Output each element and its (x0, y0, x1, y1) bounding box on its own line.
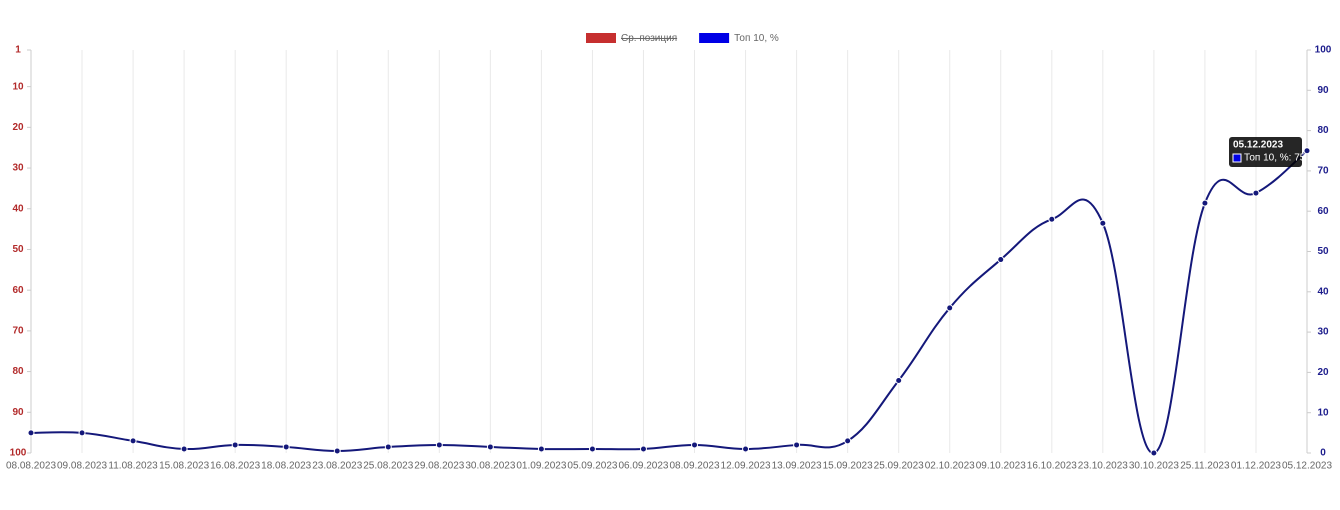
x-tick-label: 30.10.2023 (1129, 461, 1179, 472)
x-tick-label: 25.08.2023 (363, 461, 413, 472)
tooltip-box (1229, 137, 1302, 167)
x-tick-label: 11.08.2023 (108, 461, 158, 472)
x-tick-label: 15.09.2023 (823, 461, 873, 472)
series-line (30, 149, 1308, 454)
y2-tick-label: 90 (1317, 85, 1329, 96)
data-point[interactable] (895, 376, 903, 384)
x-tick-label: 25.11.2023 (1180, 461, 1230, 472)
data-point[interactable] (1252, 189, 1260, 197)
data-point[interactable] (129, 437, 137, 445)
legend-item[interactable]: Топ 10, % (699, 33, 779, 44)
x-tick-label: 02.10.2023 (925, 461, 975, 472)
data-point[interactable] (1048, 215, 1056, 223)
data-point[interactable] (588, 445, 596, 453)
x-tick-label: 09.08.2023 (57, 461, 107, 472)
x-tick-label: 08.09.2023 (669, 461, 719, 472)
x-tick-label: 08.08.2023 (6, 461, 56, 472)
y2-tick-label: 10 (1317, 407, 1329, 418)
legend-swatch (586, 33, 616, 43)
x-tick-label: 09.10.2023 (976, 461, 1026, 472)
x-tick-label: 16.10.2023 (1027, 461, 1077, 472)
data-point[interactable] (691, 441, 699, 449)
data-point[interactable] (1099, 219, 1107, 227)
y-tick-label: 20 (12, 122, 24, 133)
x-tick-label: 25.09.2023 (874, 461, 924, 472)
y-tick-label: 80 (12, 366, 24, 377)
x-tick-label: 23.08.2023 (312, 461, 362, 472)
y-tick-label: 100 (10, 448, 27, 459)
y2-tick-label: 70 (1317, 166, 1329, 177)
tooltip-value: 75 (1294, 153, 1306, 164)
y2-tick-label: 100 (1315, 45, 1332, 56)
data-point[interactable] (844, 437, 852, 445)
data-point[interactable] (282, 443, 290, 451)
data-point[interactable] (537, 445, 545, 453)
x-tick-label: 05.12.2023 (1282, 461, 1332, 472)
data-point[interactable] (1303, 147, 1311, 155)
y-tick-label: 1 (15, 45, 21, 56)
x-tick-label: 15.08.2023 (159, 461, 209, 472)
y2-tick-label: 50 (1317, 246, 1329, 257)
y2-tick-label: 60 (1317, 206, 1329, 217)
data-point[interactable] (742, 445, 750, 453)
x-tick-label: 18.08.2023 (261, 461, 311, 472)
data-point[interactable] (486, 443, 494, 451)
data-point[interactable] (1150, 449, 1158, 457)
x-tick-label: 29.08.2023 (414, 461, 464, 472)
y-tick-label: 60 (12, 285, 24, 296)
data-point[interactable] (793, 441, 801, 449)
tooltip-sep: : (1289, 153, 1295, 164)
data-point[interactable] (78, 429, 86, 437)
y2-tick-label: 40 (1317, 286, 1329, 297)
tooltip-title: 05.12.2023 (1233, 140, 1283, 151)
x-tick-label: 06.09.2023 (618, 461, 668, 472)
data-point[interactable] (639, 445, 647, 453)
y-tick-label: 90 (12, 407, 24, 418)
x-tick-label: 12.09.2023 (721, 461, 771, 472)
y2-tick-label: 20 (1317, 367, 1329, 378)
x-tick-label: 05.09.2023 (567, 461, 617, 472)
data-point[interactable] (231, 441, 239, 449)
data-point[interactable] (997, 256, 1005, 264)
tooltip-swatch (1232, 153, 1242, 163)
tooltip: 05.12.2023 Топ 10, %: 75 (1229, 137, 1306, 167)
y-tick-label: 70 (12, 326, 24, 337)
y2-tick-label: 0 (1320, 448, 1326, 459)
data-point[interactable] (1201, 199, 1209, 207)
x-tick-label: 16.08.2023 (210, 461, 260, 472)
y2-tick-label: 80 (1317, 125, 1329, 136)
x-tick-label: 01.09.2023 (516, 461, 566, 472)
data-point[interactable] (435, 441, 443, 449)
data-point[interactable] (946, 304, 954, 312)
legend-label: Топ 10, % (734, 33, 779, 44)
y2-tick-label: 30 (1317, 327, 1329, 338)
tooltip-label: Топ 10, % (1244, 153, 1289, 164)
x-tick-label: 30.08.2023 (465, 461, 515, 472)
legend-item[interactable]: Ср. позиция (586, 33, 677, 44)
legend-swatch (699, 33, 730, 43)
data-point[interactable] (180, 445, 188, 453)
x-tick-label: 23.10.2023 (1078, 461, 1128, 472)
data-point[interactable] (333, 447, 341, 455)
y-tick-label: 40 (12, 203, 24, 214)
y-tick-label: 10 (12, 81, 24, 92)
y-tick-label: 30 (12, 163, 24, 174)
legend-label: Ср. позиция (621, 33, 677, 44)
y-tick-label: 50 (12, 244, 24, 255)
x-tick-label: 13.09.2023 (772, 461, 822, 472)
data-point[interactable] (27, 429, 35, 437)
x-tick-label: 01.12.2023 (1231, 461, 1281, 472)
data-point[interactable] (384, 443, 392, 451)
